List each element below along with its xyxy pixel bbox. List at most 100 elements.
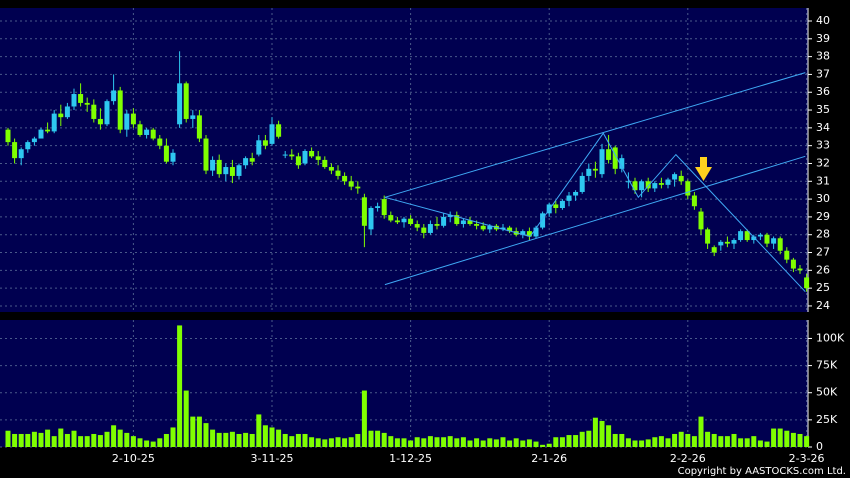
volume-bar xyxy=(526,439,532,447)
volume-bar xyxy=(216,432,222,447)
candle-body xyxy=(652,183,658,189)
x-tick-label: 1-12-25 xyxy=(389,452,432,465)
candle-body xyxy=(427,224,433,233)
volume-bar xyxy=(652,437,658,447)
volume-bar xyxy=(342,438,348,447)
candle-body xyxy=(302,151,308,164)
candle-body xyxy=(685,181,691,196)
candle-body xyxy=(553,204,559,208)
volume-bar xyxy=(586,430,592,447)
arrow-annotation xyxy=(695,157,712,181)
y-tick-label: 31 xyxy=(816,174,830,187)
candle-body xyxy=(38,129,44,139)
y-tick-label: 50K xyxy=(816,386,838,399)
volume-bar xyxy=(724,436,730,447)
y-tick-label: 34 xyxy=(816,121,830,134)
volume-bar xyxy=(5,430,11,447)
volume-bar xyxy=(322,439,328,447)
candle-body xyxy=(295,156,301,166)
candle-body xyxy=(447,215,453,217)
volume-bar xyxy=(210,429,216,447)
volume-bar xyxy=(685,433,691,447)
x-tick-label: 2-1-26 xyxy=(531,452,567,465)
volume-bar xyxy=(262,425,268,447)
candle-body xyxy=(348,181,354,187)
volume-bar xyxy=(639,440,645,447)
volume-bar xyxy=(507,440,513,447)
candle-body xyxy=(216,159,222,175)
volume-bar xyxy=(777,428,783,447)
candle-body xyxy=(467,220,473,225)
volume-bar xyxy=(474,438,480,447)
x-tick-label: 2-10-25 xyxy=(112,452,155,465)
volume-bar xyxy=(513,438,519,447)
candle-body xyxy=(130,113,136,125)
volume-bar xyxy=(45,429,51,447)
candle-body xyxy=(137,124,143,135)
volume-bar xyxy=(592,417,598,447)
candle-body xyxy=(262,140,268,146)
candle-body xyxy=(414,224,420,228)
volume-bar xyxy=(381,432,387,447)
y-tick-label: 38 xyxy=(816,50,830,63)
volume-bar xyxy=(771,428,777,447)
candle-body xyxy=(124,113,130,130)
candle-body xyxy=(566,195,572,201)
volume-bar xyxy=(738,438,744,447)
candle-body xyxy=(718,241,724,246)
volume-bar xyxy=(223,432,229,447)
x-tick-label: 3-11-25 xyxy=(251,452,294,465)
candle-body xyxy=(797,268,803,271)
volume-bar xyxy=(632,440,638,447)
candle-body xyxy=(777,238,783,251)
y-tick-label: 100K xyxy=(816,331,845,344)
candle-body xyxy=(12,142,18,159)
volume-bar xyxy=(282,433,288,447)
candle-body xyxy=(111,90,117,102)
candle-body xyxy=(196,115,202,139)
candle-body xyxy=(91,104,97,119)
volume-bar xyxy=(718,436,724,447)
volume-bar xyxy=(31,431,37,447)
candle-body xyxy=(619,158,625,169)
candle-body xyxy=(117,90,123,130)
volume-bar xyxy=(58,428,64,447)
y-tick-label: 28 xyxy=(816,228,830,241)
y-tick-label: 26 xyxy=(816,263,830,276)
volume-bar xyxy=(434,437,440,447)
volume-bar xyxy=(51,436,57,447)
volume-bar xyxy=(25,433,31,447)
volume-bar xyxy=(150,441,156,447)
candle-body xyxy=(163,145,169,162)
volume-bar xyxy=(368,430,374,447)
candle-body xyxy=(361,197,367,226)
volume-bar xyxy=(84,436,90,447)
candle-body xyxy=(751,236,757,241)
candle-body xyxy=(375,206,381,208)
candle-body xyxy=(157,138,163,146)
candle-body xyxy=(586,168,592,176)
candle-body xyxy=(309,151,315,157)
candle-body xyxy=(71,94,77,107)
y-tick-label: 24 xyxy=(816,299,830,312)
volume-bar xyxy=(315,438,321,447)
volume-bar xyxy=(467,440,473,447)
candle-body xyxy=(738,231,744,241)
candle-body xyxy=(606,149,612,160)
volume-bar xyxy=(757,440,763,447)
volume-bar xyxy=(658,436,664,447)
candle-body xyxy=(64,106,70,118)
candle-body xyxy=(507,227,513,232)
candle-body xyxy=(183,83,189,119)
plot-background xyxy=(0,320,808,447)
volume-bar xyxy=(764,441,770,447)
volume-bar xyxy=(401,438,407,447)
candle-body xyxy=(150,129,156,139)
arrow-head xyxy=(695,167,712,181)
volume-bar xyxy=(665,438,671,447)
candle-body xyxy=(705,229,711,244)
candle-body xyxy=(731,240,737,244)
candle-body xyxy=(269,124,275,144)
volume-bar xyxy=(170,427,176,447)
volume-bar xyxy=(691,436,697,447)
